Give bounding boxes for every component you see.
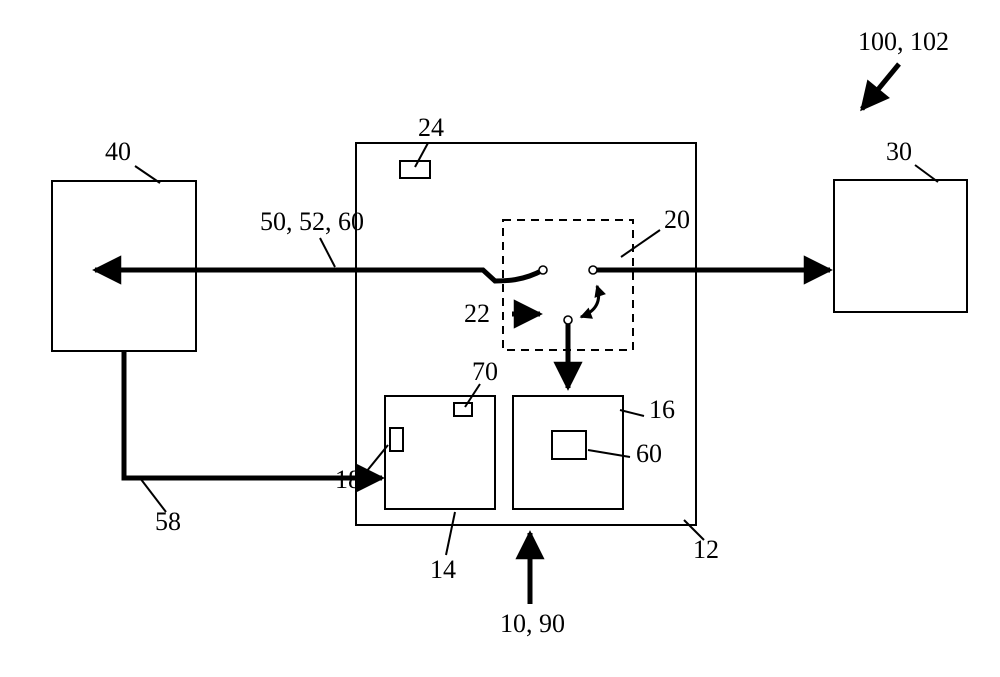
leader-20 [621, 230, 660, 257]
label-58: 58 [155, 507, 181, 536]
switch-rightTerm [589, 266, 597, 274]
label-30: 30 [886, 137, 912, 166]
labels-layer: 100, 102 40 30 24 20 22 50, 52, 60 70 16 60 18 58 14… [105, 27, 949, 638]
label-14: 14 [430, 555, 456, 584]
box-30 [834, 180, 967, 312]
label-16: 16 [649, 395, 675, 424]
box-24 [400, 161, 430, 178]
arrow-ref-100-102 [862, 64, 899, 109]
leader-14 [446, 512, 455, 555]
label-505260: 50, 52, 60 [260, 207, 364, 236]
leader-24 [415, 143, 428, 167]
label-60: 60 [636, 439, 662, 468]
arrow-58 [124, 351, 382, 478]
label-100: 100, 102 [858, 27, 949, 56]
arrow-50-52-60-left [95, 270, 543, 281]
label-24: 24 [418, 113, 444, 142]
label-40: 40 [105, 137, 131, 166]
label-70: 70 [472, 357, 498, 386]
box-40 [52, 181, 196, 351]
diagram-canvas: 100, 102 40 30 24 20 22 50, 52, 60 70 16 60 18 58 14… [0, 0, 1000, 677]
box-18 [390, 428, 403, 451]
box-14 [385, 396, 495, 509]
label-20: 20 [664, 205, 690, 234]
box-60 [552, 431, 586, 459]
switch-pivot [564, 316, 572, 324]
boxes-layer [52, 143, 967, 525]
switch-layer [539, 266, 599, 324]
box-70 [454, 403, 472, 416]
switch-leftTerm [539, 266, 547, 274]
label-1090: 10, 90 [500, 609, 565, 638]
label-18: 18 [335, 465, 361, 494]
arrows-layer [95, 64, 899, 604]
label-12: 12 [693, 535, 719, 564]
leader-505260 [320, 238, 335, 267]
label-22: 22 [464, 299, 490, 328]
switch-motion-arc [581, 286, 599, 317]
